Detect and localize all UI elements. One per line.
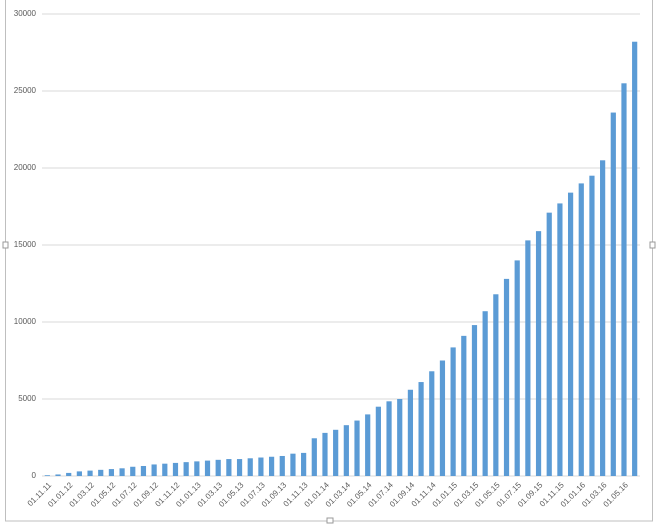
bar <box>365 414 371 476</box>
bar <box>55 474 61 476</box>
bar <box>87 470 93 476</box>
bar <box>108 469 115 476</box>
bar <box>301 452 307 476</box>
bar <box>503 278 510 476</box>
bar <box>98 469 104 476</box>
bar <box>439 360 446 476</box>
bar <box>236 459 243 476</box>
y-tick-label: 30000 <box>14 9 37 18</box>
bar <box>407 389 414 476</box>
bar <box>471 325 478 476</box>
bar <box>172 462 179 476</box>
resize-handle[interactable] <box>326 517 334 524</box>
bar <box>66 472 72 476</box>
bar <box>429 371 435 476</box>
bar <box>162 463 168 476</box>
bar <box>567 192 574 476</box>
y-tick-label: 25000 <box>14 86 37 95</box>
bar <box>226 459 232 476</box>
bar <box>610 112 616 476</box>
bar <box>76 471 82 476</box>
bar <box>375 406 381 476</box>
bar <box>343 425 349 476</box>
bar <box>279 455 285 476</box>
bar <box>258 457 264 476</box>
bar <box>514 260 520 476</box>
bar <box>354 420 360 476</box>
bar <box>194 461 200 476</box>
bar <box>578 183 584 476</box>
bar <box>632 41 638 476</box>
bar <box>397 399 403 476</box>
bar <box>525 240 531 476</box>
bar <box>557 203 563 477</box>
bar <box>450 347 456 476</box>
bar <box>418 382 424 476</box>
bar <box>600 160 606 477</box>
bar <box>482 311 488 476</box>
bar <box>290 453 296 476</box>
bar <box>535 231 542 476</box>
y-tick-label: 10000 <box>14 317 37 326</box>
bar <box>322 432 328 476</box>
y-tick-label: 15000 <box>14 240 37 249</box>
bar <box>589 175 595 476</box>
bar <box>130 466 136 476</box>
bar <box>204 460 211 476</box>
y-tick-label: 5000 <box>18 394 36 403</box>
bar <box>44 475 50 476</box>
bar <box>151 464 157 476</box>
bar <box>140 465 147 476</box>
chart-frame <box>5 0 653 522</box>
bar <box>183 462 189 476</box>
bar <box>119 468 125 476</box>
bar <box>311 438 317 476</box>
bar <box>386 401 392 476</box>
resize-handle[interactable] <box>2 241 9 249</box>
bar <box>215 459 221 476</box>
bar <box>546 212 552 476</box>
y-tick-label: 0 <box>32 471 37 480</box>
bar <box>493 294 499 476</box>
bar <box>461 335 467 476</box>
bar <box>333 429 339 476</box>
y-tick-label: 20000 <box>14 163 37 172</box>
resize-handle[interactable] <box>649 241 656 249</box>
bar <box>247 458 253 476</box>
bar <box>621 83 627 477</box>
bar <box>268 456 275 476</box>
